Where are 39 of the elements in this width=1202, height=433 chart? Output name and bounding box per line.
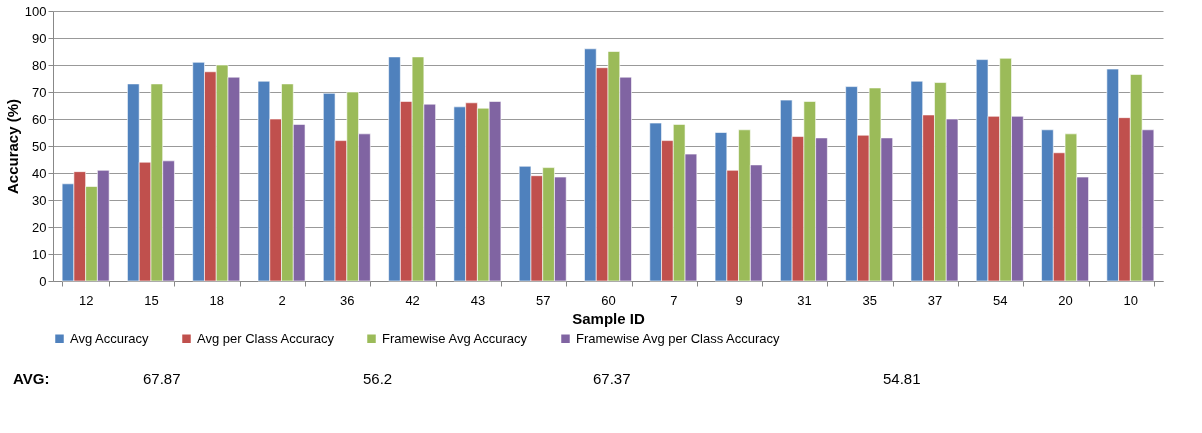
- legend-label: Avg Accuracy: [70, 330, 150, 346]
- x-tick-label: 15: [144, 292, 159, 308]
- text: 67.37: [593, 370, 631, 387]
- x-axis-title: Sample ID: [572, 309, 645, 327]
- x-tick-label: 36: [340, 292, 355, 308]
- text: AVG:: [13, 370, 50, 387]
- x-tick-label: 54: [993, 292, 1008, 308]
- text: 56.2: [363, 370, 393, 387]
- x-tick-label: 18: [209, 292, 224, 308]
- y-tick-label: 100: [24, 3, 47, 19]
- y-tick-label: 40: [32, 165, 47, 181]
- x-tick-label: 37: [927, 292, 943, 308]
- x-tick-label: 57: [535, 292, 551, 308]
- y-tick-label: 10: [32, 246, 47, 262]
- x-tick-label: 12: [78, 292, 94, 308]
- y-tick-label: 0: [39, 273, 47, 289]
- x-tick-label: 9: [735, 292, 743, 308]
- x-tick-label: 42: [405, 292, 420, 308]
- x-tick-label: 10: [1123, 292, 1139, 308]
- y-tick-label: 70: [32, 84, 47, 100]
- x-tick-label: 60: [601, 292, 616, 308]
- x-tick-label: 31: [797, 292, 812, 308]
- y-tick-label: 90: [32, 30, 47, 46]
- x-tick-label: 7: [670, 292, 678, 308]
- y-tick-label: 60: [32, 111, 47, 127]
- y-axis-title: Accuracy (%): [3, 98, 21, 195]
- x-tick-label: 35: [862, 292, 877, 308]
- legend-label: Avg per Class Accuracy: [197, 330, 335, 346]
- x-tick-label: 43: [470, 292, 486, 308]
- text: 67.87: [143, 370, 181, 387]
- y-tick-label: 20: [32, 219, 47, 235]
- x-tick-label: 20: [1058, 292, 1073, 308]
- y-tick-label: 30: [32, 192, 47, 208]
- legend-label: Framewise Avg Accuracy: [382, 330, 528, 346]
- y-tick-label: 80: [32, 57, 47, 73]
- legend-label: Framewise Avg per Class Accuracy: [576, 330, 780, 346]
- text: 54.81: [883, 370, 921, 387]
- y-tick-label: 50: [32, 138, 47, 154]
- x-tick-label: 2: [278, 292, 286, 308]
